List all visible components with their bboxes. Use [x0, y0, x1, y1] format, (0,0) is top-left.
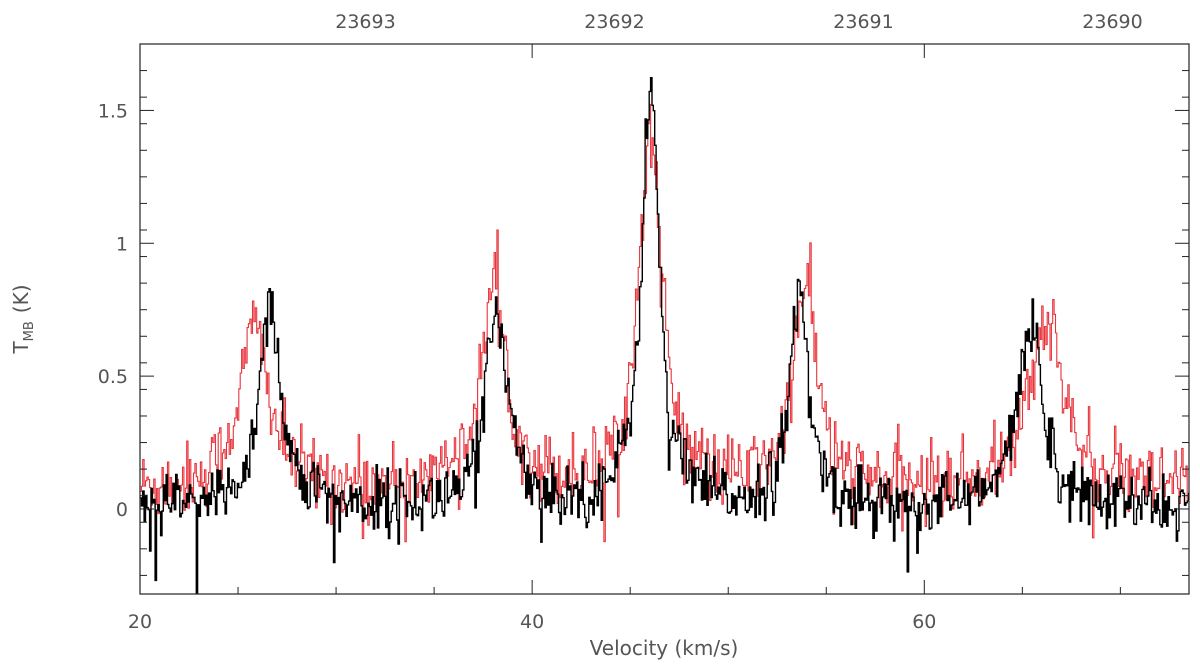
- series-black-line: [140, 77, 1189, 594]
- y-axis-label: TMB (K): [9, 284, 37, 354]
- x-axis-label: Velocity (km/s): [590, 636, 739, 660]
- x-tick-label: 60: [912, 611, 936, 633]
- x-tick-label: 20: [128, 611, 152, 633]
- top-axis-ticks: 23693 23692 23691 23690: [335, 11, 1142, 33]
- y-axis-label-subscript: MB: [22, 321, 37, 341]
- y-axis-label-main: T: [9, 341, 33, 355]
- top-tick-label: 23692: [584, 11, 644, 33]
- y-tick-label: 0.5: [98, 366, 128, 388]
- x-axis-ticks: 20 40 60: [128, 44, 1121, 633]
- plot-area: [140, 77, 1189, 594]
- top-tick-label: 23693: [335, 11, 395, 33]
- top-tick-label: 23691: [833, 11, 893, 33]
- x-tick-label: 40: [520, 611, 544, 633]
- top-tick-label: 23690: [1082, 11, 1142, 33]
- series-red-line: [140, 103, 1189, 543]
- y-tick-label: 1: [116, 233, 128, 255]
- y-axis-ticks: 0 0.5 1 1.5: [98, 70, 1189, 576]
- plot-frame: [139, 43, 1190, 595]
- y-axis-label-unit: (K): [9, 284, 33, 313]
- y-tick-label: 0: [116, 499, 128, 521]
- y-tick-label: 1.5: [98, 100, 128, 122]
